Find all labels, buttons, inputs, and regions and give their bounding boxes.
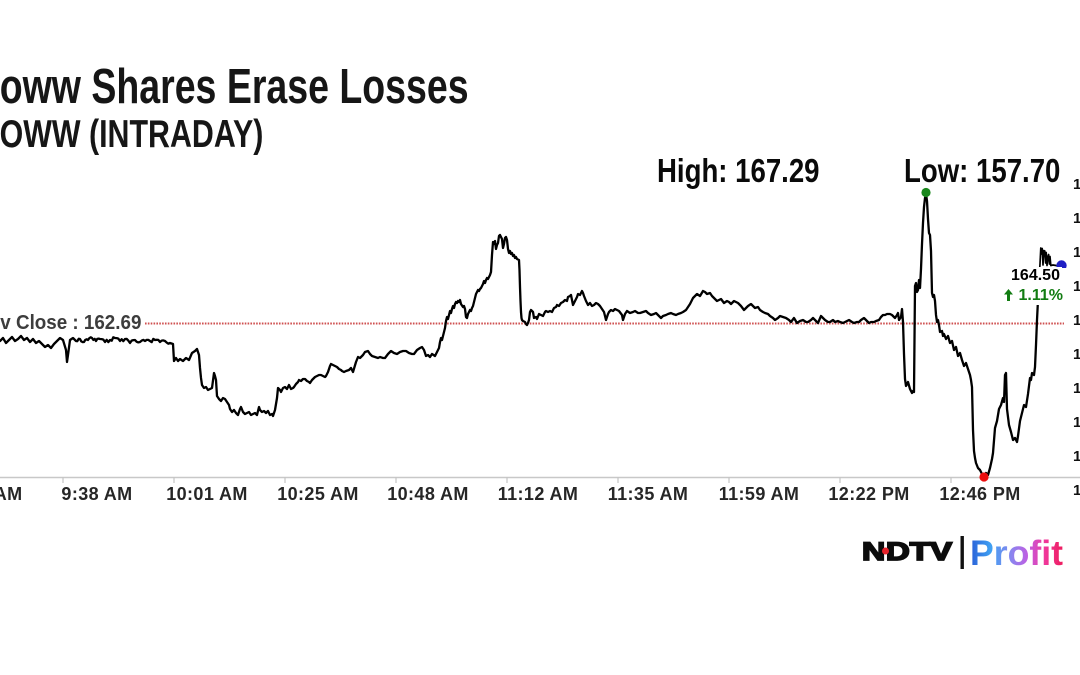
svg-text:NDTV: NDTV [862, 538, 952, 566]
svg-text:Profit: Profit [970, 534, 1063, 573]
